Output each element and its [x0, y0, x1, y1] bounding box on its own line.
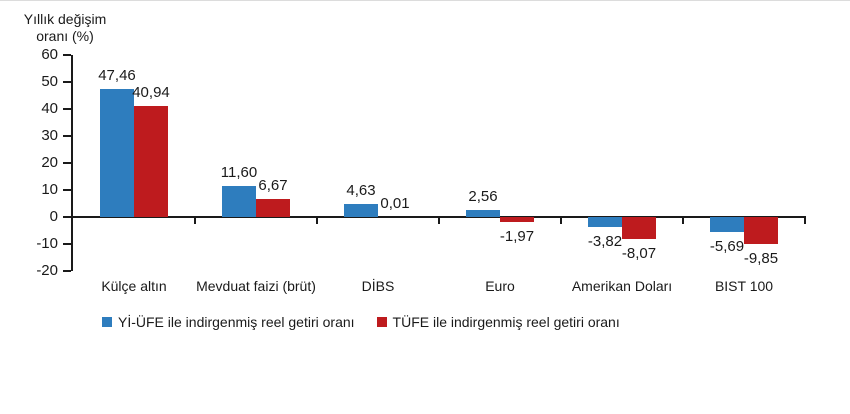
- y-axis-tick: [63, 243, 71, 245]
- y-axis-tick: [63, 81, 71, 83]
- y-axis-tick: [63, 135, 71, 137]
- value-label: 6,67: [243, 178, 303, 194]
- y-axis-tick-label: -10: [0, 235, 58, 253]
- y-axis-tick: [63, 270, 71, 272]
- value-label: 47,46: [87, 68, 147, 84]
- y-axis-tick: [63, 189, 71, 191]
- y-axis-tick: [63, 216, 71, 218]
- y-axis-tick-label: 40: [0, 100, 58, 118]
- category-label: BIST 100: [669, 278, 819, 294]
- value-label: 40,94: [121, 85, 181, 101]
- y-axis-tick-label: -20: [0, 262, 58, 280]
- x-axis-tick: [682, 216, 684, 224]
- bar-tufe-group0: [134, 106, 168, 217]
- y-axis-tick-label: 30: [0, 127, 58, 145]
- bar-yiufe-group4: [588, 217, 622, 227]
- bar-tufe-group4: [622, 217, 656, 239]
- y-axis-title: Yıllık değişim oranı (%): [8, 11, 122, 45]
- value-label: 2,56: [453, 189, 513, 205]
- bar-tufe-group3: [500, 217, 534, 222]
- bar-tufe-group1: [256, 199, 290, 217]
- y-axis-tick-label: 20: [0, 154, 58, 172]
- legend: Yİ-ÜFE ile indirgenmiş reel getiri oranı…: [102, 314, 620, 330]
- y-axis-tick-label: 50: [0, 73, 58, 91]
- y-axis-tick: [63, 108, 71, 110]
- x-axis-tick: [804, 216, 806, 224]
- y-axis-tick-label: 0: [0, 208, 58, 226]
- value-label: -1,97: [487, 229, 547, 245]
- value-label: -9,85: [731, 251, 791, 267]
- x-axis-tick: [438, 216, 440, 224]
- legend-item-yiufe: Yİ-ÜFE ile indirgenmiş reel getiri oranı: [102, 314, 355, 330]
- x-axis-tick: [316, 216, 318, 224]
- value-label: 0,01: [365, 196, 425, 212]
- legend-item-tufe: TÜFE ile indirgenmiş reel getiri oranı: [377, 314, 620, 330]
- value-label: -8,07: [609, 246, 669, 262]
- y-axis-tick: [63, 162, 71, 164]
- y-axis-tick-label: 10: [0, 181, 58, 199]
- x-axis-tick: [194, 216, 196, 224]
- y-axis-title-line1: Yıllık değişim: [8, 11, 122, 28]
- legend-label: Yİ-ÜFE ile indirgenmiş reel getiri oranı: [118, 314, 355, 330]
- y-axis-title-line2: oranı (%): [8, 28, 122, 45]
- legend-swatch-icon: [377, 317, 387, 327]
- x-axis-tick: [560, 216, 562, 224]
- bar-yiufe-group3: [466, 210, 500, 217]
- bar-yiufe-group0: [100, 89, 134, 217]
- y-axis-line: [71, 55, 73, 271]
- bar-tufe-group5: [744, 217, 778, 244]
- y-axis-tick: [63, 54, 71, 56]
- y-axis-tick-label: 60: [0, 46, 58, 64]
- legend-swatch-icon: [102, 317, 112, 327]
- legend-label: TÜFE ile indirgenmiş reel getiri oranı: [393, 314, 620, 330]
- bar-yiufe-group5: [710, 217, 744, 232]
